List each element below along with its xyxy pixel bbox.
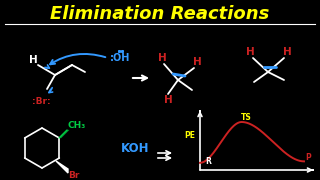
Text: :Br:: :Br: xyxy=(32,96,50,105)
Text: H: H xyxy=(164,95,172,105)
Text: R: R xyxy=(205,158,211,166)
Text: CH₃: CH₃ xyxy=(68,120,86,129)
Text: H: H xyxy=(158,53,166,63)
Text: H: H xyxy=(28,55,37,65)
Text: TS: TS xyxy=(241,114,252,123)
Text: H: H xyxy=(193,57,201,67)
Text: :OH: :OH xyxy=(110,53,130,63)
Text: PE: PE xyxy=(185,130,196,140)
Text: H: H xyxy=(283,47,292,57)
Text: H: H xyxy=(246,47,254,57)
Polygon shape xyxy=(56,161,68,173)
Text: Elimination Reactions: Elimination Reactions xyxy=(50,5,270,23)
Text: KOH: KOH xyxy=(121,141,149,154)
Text: P: P xyxy=(305,154,311,163)
Text: Br: Br xyxy=(68,170,80,179)
